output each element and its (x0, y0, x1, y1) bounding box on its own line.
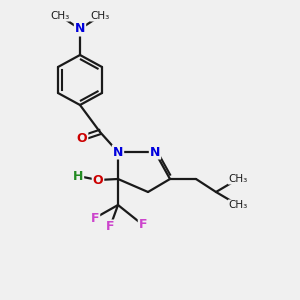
Text: H: H (73, 169, 83, 182)
Text: O: O (93, 173, 103, 187)
Text: CH₃: CH₃ (50, 11, 70, 21)
Text: CH₃: CH₃ (228, 174, 248, 184)
Text: F: F (106, 220, 114, 233)
Text: N: N (150, 146, 160, 158)
Text: CH₃: CH₃ (228, 200, 248, 210)
Text: CH₃: CH₃ (90, 11, 110, 21)
Text: N: N (113, 146, 123, 158)
Text: N: N (75, 22, 85, 35)
Text: F: F (139, 218, 147, 232)
Text: O: O (77, 131, 87, 145)
Text: F: F (91, 212, 99, 224)
